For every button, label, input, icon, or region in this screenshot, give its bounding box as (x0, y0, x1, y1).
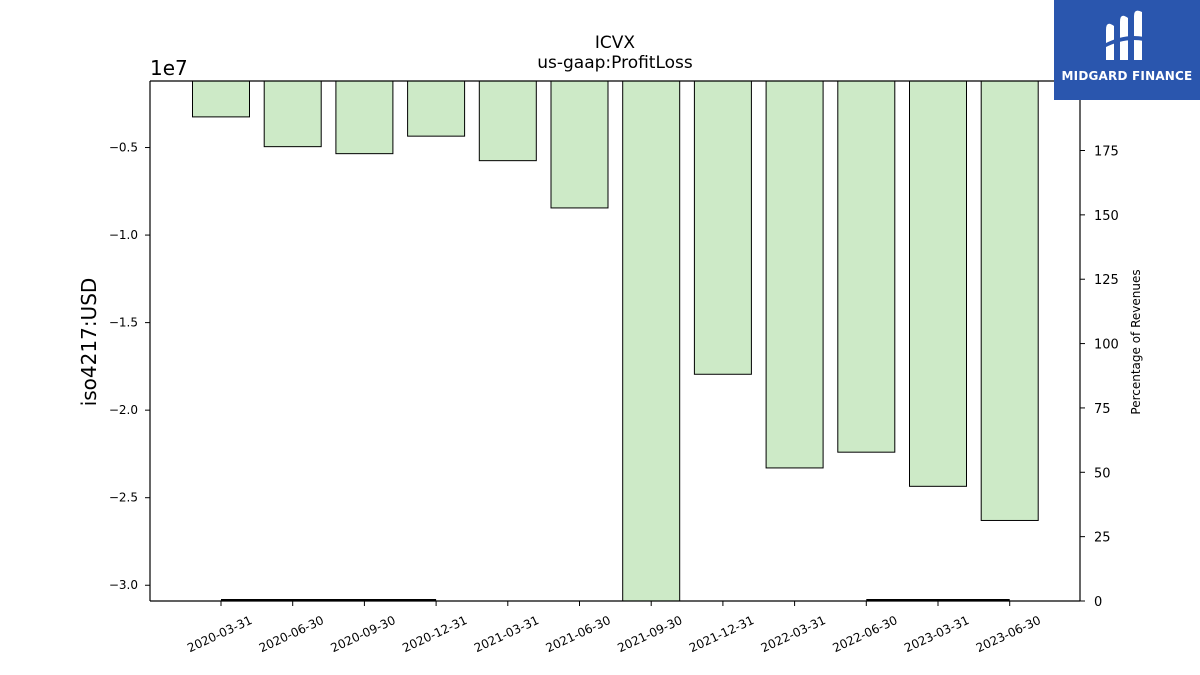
y2-tick-label: 0 (1094, 595, 1102, 610)
x-tick-label: 2020-09-30 (329, 613, 398, 655)
x-tick-label: 2021-03-31 (472, 613, 541, 655)
y-tick-label: −2.0 (109, 403, 138, 417)
bar-2022-03-31 (765, 81, 824, 469)
y-tick-label: −0.5 (109, 141, 138, 155)
x-tick-label: 2020-06-30 (257, 613, 326, 655)
y-axis-offset-label: 1e7 (150, 56, 188, 80)
x-tick-label: 2023-03-31 (902, 613, 971, 655)
x-tick-label: 2021-12-31 (687, 613, 756, 655)
x-tick-label: 2022-06-30 (830, 613, 899, 655)
x-tick-label: 2021-06-30 (544, 613, 613, 655)
y2-tick-label: 75 (1094, 402, 1111, 417)
watermark-text: MIDGARD FINANCE (1061, 69, 1193, 83)
y2-axis-label: Percentage of Revenues (1129, 269, 1143, 414)
bar-2023-03-31 (909, 81, 967, 487)
y2-tick-label: 100 (1094, 338, 1119, 353)
chart-subtitle: us-gaap:ProfitLoss (537, 53, 693, 73)
y-tick-label: −3.0 (109, 578, 138, 592)
y-tick-label: −2.5 (109, 491, 138, 505)
bar-2020-06-30 (263, 81, 322, 148)
y2-tick-label: 150 (1094, 209, 1119, 224)
bar-2021-12-31 (693, 81, 752, 375)
bar-2021-03-31 (478, 81, 537, 162)
x-tick-label: 2021-09-30 (615, 613, 684, 655)
chart-title: ICVX (595, 33, 636, 53)
bar-2020-09-30 (335, 81, 394, 155)
y2-tick-label: 25 (1094, 531, 1111, 546)
bar-2020-03-31 (192, 81, 250, 118)
bar-2021-06-30 (550, 81, 609, 209)
bar-2022-06-30 (837, 81, 896, 453)
y2-tick-label: 175 (1094, 145, 1119, 160)
bar-2021-09-30 (622, 81, 681, 601)
midgard-logo-mark-icon (1104, 10, 1148, 61)
y-tick-label: −1.5 (109, 316, 138, 330)
midgard-finance-logo: MIDGARD FINANCE (1054, 0, 1200, 100)
bar-2023-06-30 (980, 81, 1039, 521)
y-axis-label: iso4217:USD (77, 278, 101, 407)
x-tick-label: 2023-06-30 (974, 613, 1043, 655)
y2-tick-label: 125 (1094, 273, 1119, 288)
x-tick-label: 2020-12-31 (400, 613, 469, 655)
y2-tick-label: 50 (1094, 466, 1111, 481)
x-tick-label: 2022-03-31 (759, 613, 828, 655)
bar-2020-12-31 (407, 81, 466, 137)
y-tick-label: −1.0 (109, 228, 138, 242)
x-tick-label: 2020-03-31 (185, 613, 254, 655)
